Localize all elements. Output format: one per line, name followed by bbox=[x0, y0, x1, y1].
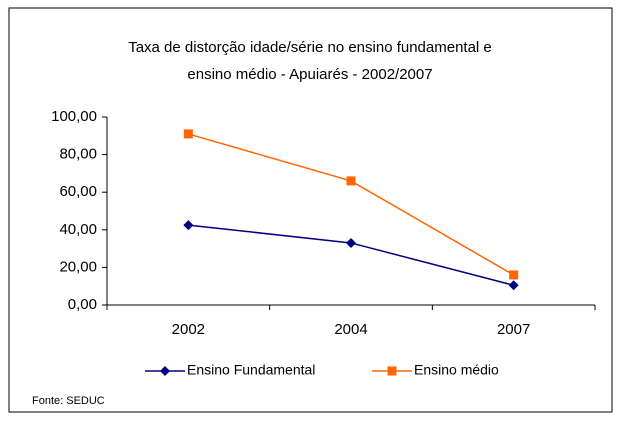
y-tick-label: 40,00 bbox=[59, 221, 97, 238]
legend-marker bbox=[387, 366, 397, 376]
x-tick-label: 2004 bbox=[334, 321, 367, 338]
y-tick-label: 0,00 bbox=[68, 296, 97, 313]
data-point bbox=[346, 176, 356, 186]
data-point bbox=[183, 129, 193, 139]
source-note: Fonte: SEDUC bbox=[32, 395, 105, 407]
chart-title: ensino médio - Apuiarés - 2002/2007 bbox=[187, 66, 432, 83]
y-tick-label: 80,00 bbox=[59, 146, 97, 163]
y-tick-label: 20,00 bbox=[59, 258, 97, 275]
y-tick-label: 60,00 bbox=[59, 183, 97, 200]
data-point bbox=[346, 237, 356, 248]
legend-marker bbox=[160, 366, 170, 376]
data-point bbox=[183, 220, 194, 231]
legend-label: Ensino médio bbox=[414, 362, 499, 378]
data-point bbox=[508, 280, 519, 291]
legend-label: Ensino Fundamental bbox=[187, 362, 315, 378]
x-tick-label: 2002 bbox=[172, 321, 205, 338]
y-tick-label: 100,00 bbox=[51, 108, 97, 125]
data-point bbox=[509, 270, 519, 280]
chart-title: Taxa de distorção idade/série no ensino … bbox=[128, 39, 492, 56]
x-tick-label: 2007 bbox=[497, 321, 530, 338]
chart-border bbox=[8, 7, 613, 413]
